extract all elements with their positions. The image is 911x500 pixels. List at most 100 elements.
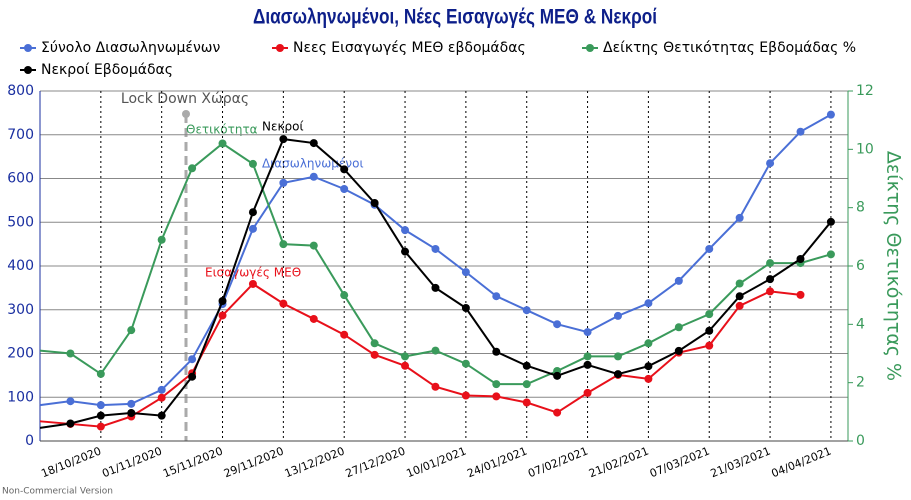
- point: [522, 398, 531, 407]
- point: [613, 370, 622, 379]
- point: [613, 311, 622, 320]
- point: [66, 397, 75, 406]
- point: [401, 361, 410, 370]
- point: [705, 326, 714, 335]
- annotation: Θετικότητα: [186, 123, 258, 137]
- point: [583, 328, 592, 337]
- y-tick-label: 800: [7, 83, 34, 99]
- legend-label: Νεες Εισαγωγές ΜΕΘ εβδομάδας: [293, 40, 526, 56]
- point: [309, 241, 318, 250]
- point: [766, 275, 775, 284]
- point: [674, 276, 683, 285]
- point: [674, 323, 683, 332]
- legend-label: Σύνολο Διασωληνωμένων: [41, 40, 220, 56]
- point: [127, 399, 136, 408]
- point: [218, 311, 227, 320]
- x-tick-label: 10/01/2021: [404, 445, 468, 481]
- point: [553, 408, 562, 417]
- x-tick-label: 21/03/2021: [709, 445, 773, 481]
- point: [96, 411, 105, 420]
- point: [96, 369, 105, 378]
- point: [522, 380, 531, 389]
- y2-tick-label: 6: [856, 258, 865, 274]
- point: [401, 352, 410, 361]
- point: [279, 240, 288, 249]
- chart-title: Διασωληνωμένοι, Νέες Εισαγωγές ΜΕΘ & Νεκ…: [253, 6, 657, 29]
- x-tick-label: 18/10/2020: [39, 445, 103, 481]
- point: [766, 159, 775, 168]
- point: [492, 292, 501, 301]
- point: [735, 301, 744, 310]
- point: [644, 299, 653, 308]
- legend-label: Νεκροί Εβδομάδας: [41, 62, 173, 78]
- watermark: Non-Commercial Version: [2, 487, 113, 497]
- point: [248, 224, 257, 233]
- annotation: Διασωληνωμένοι: [262, 157, 364, 171]
- annotation: Εισαγωγές ΜΕΘ: [205, 266, 301, 280]
- point: [522, 361, 531, 370]
- y2-tick-label: 2: [856, 375, 865, 391]
- legend-marker: [24, 44, 32, 52]
- y-tick-label: 0: [25, 433, 34, 449]
- point: [248, 279, 257, 288]
- point: [644, 362, 653, 371]
- point: [766, 287, 775, 296]
- point: [583, 360, 592, 369]
- point: [157, 235, 166, 244]
- point: [66, 419, 75, 428]
- legend-marker: [276, 44, 284, 52]
- point: [248, 208, 257, 217]
- point: [157, 393, 166, 402]
- x-tick-label: 04/04/2021: [770, 445, 834, 481]
- y-tick-label: 600: [7, 171, 34, 187]
- point: [705, 341, 714, 350]
- point: [766, 259, 775, 268]
- point: [401, 226, 410, 235]
- y2-tick-label: 12: [856, 83, 874, 99]
- point: [796, 127, 805, 136]
- x-tick-label: 29/11/2020: [222, 445, 286, 481]
- point: [127, 409, 136, 417]
- legend-label: Δείκτης Θετικότητας Εβδομάδας %: [603, 40, 856, 56]
- x-tick-label: 01/11/2020: [100, 445, 164, 481]
- annotation: Lock Down Χώρας: [121, 91, 249, 107]
- point: [248, 159, 257, 168]
- point: [309, 139, 318, 148]
- point: [370, 199, 379, 207]
- point: [492, 347, 501, 356]
- point: [705, 310, 714, 319]
- y2-tick-label: 10: [856, 141, 874, 157]
- point: [431, 283, 440, 292]
- point: [461, 391, 470, 400]
- point: [127, 326, 136, 335]
- point: [188, 372, 197, 381]
- point: [66, 349, 75, 358]
- y-tick-label: 400: [7, 258, 34, 274]
- y-tick-label: 700: [7, 127, 34, 143]
- point: [309, 314, 318, 323]
- point: [279, 135, 288, 144]
- series-line: [39, 113, 832, 407]
- x-tick-label: 13/12/2020: [283, 445, 347, 481]
- point: [157, 385, 166, 394]
- point: [735, 292, 744, 301]
- point: [218, 297, 227, 305]
- point: [431, 244, 440, 253]
- point: [461, 268, 470, 277]
- lockdown-dot: [182, 110, 190, 118]
- point: [96, 422, 105, 431]
- point: [309, 172, 318, 181]
- point: [644, 339, 653, 348]
- point: [613, 352, 622, 361]
- point: [492, 380, 501, 389]
- point: [583, 352, 592, 361]
- point: [826, 110, 835, 119]
- point: [401, 247, 410, 256]
- point: [522, 306, 531, 315]
- y2-axis-title: Δείκτης Θετικότητας %: [883, 151, 905, 381]
- point: [461, 304, 470, 312]
- x-tick-label: 07/03/2021: [648, 445, 712, 481]
- y2-tick-label: 8: [856, 200, 865, 216]
- point: [340, 165, 349, 174]
- point: [431, 382, 440, 391]
